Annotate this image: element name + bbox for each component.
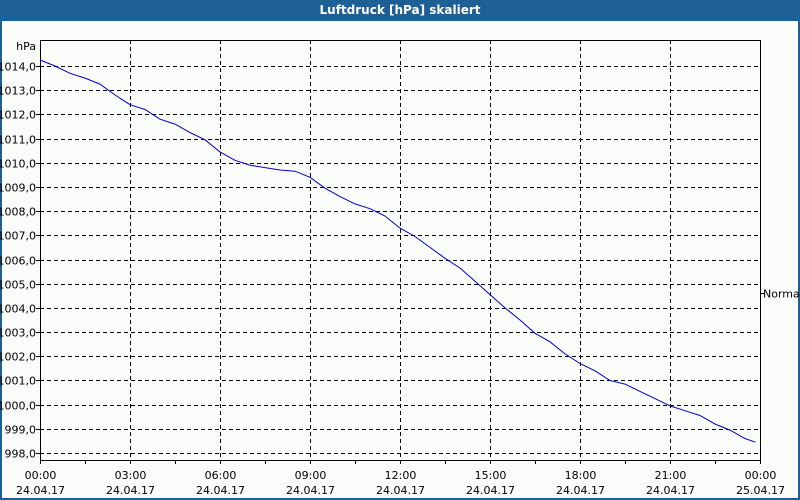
- x-tick-time: 06:00: [205, 469, 237, 482]
- y-axis-labels: 998,0 999,0 1000,0 1001,0 1002,0 1003,0 1004,0…: [0, 61, 36, 461]
- x-tick-time: 15:00: [475, 469, 507, 482]
- x-tick-date: 24.04.17: [376, 484, 425, 497]
- axes: [36, 40, 761, 464]
- y-unit-label: hPa: [16, 40, 36, 53]
- chart-title: Luftdruck [hPa] skaliert: [0, 0, 800, 21]
- y-tick-label: 1008,0: [0, 206, 36, 219]
- y-tick-label: 1006,0: [0, 255, 36, 268]
- x-tick-date: 24.04.17: [196, 484, 245, 497]
- x-tick-date: 24.04.17: [556, 484, 605, 497]
- x-axis-labels: 00:00 24.04.17 03:00 24.04.17 06:00 24.04.17 0…: [16, 469, 785, 497]
- y-tick-label: 1007,0: [0, 230, 36, 243]
- x-tick-date: 24.04.17: [466, 484, 515, 497]
- x-tick-time: 00:00: [745, 469, 777, 482]
- x-tick-time: 18:00: [565, 469, 597, 482]
- x-tick-time: 21:00: [655, 469, 687, 482]
- x-tick-date: 24.04.17: [106, 484, 155, 497]
- x-tick-date: 24.04.17: [286, 484, 335, 497]
- y-tick-label: 1002,0: [0, 351, 36, 364]
- y-tick-label: 1014,0: [0, 61, 36, 74]
- y-tick-label: 1003,0: [0, 327, 36, 340]
- x-tick-time: 03:00: [115, 469, 147, 482]
- x-tick-date: 24.04.17: [646, 484, 695, 497]
- x-tick-time: 12:00: [385, 469, 417, 482]
- y-tick-label: 999,0: [5, 424, 37, 437]
- y-tick-label: 1011,0: [0, 134, 36, 147]
- pressure-line: [39, 59, 756, 443]
- y-tick-label: 1004,0: [0, 303, 36, 316]
- y-tick-label: 1010,0: [0, 158, 36, 171]
- x-tick-date: 25.04.17: [736, 484, 785, 497]
- y-tick-label: 1009,0: [0, 182, 36, 195]
- y-tick-label: 1013,0: [0, 85, 36, 98]
- y-tick-label: 1005,0: [0, 279, 36, 292]
- x-tick-time: 00:00: [25, 469, 57, 482]
- x-tick-time: 09:00: [295, 469, 327, 482]
- y-tick-label: 998,0: [5, 448, 37, 461]
- grid-lines: [40, 40, 760, 460]
- normal-marker-label: Normal: [763, 288, 800, 301]
- y-tick-label: 1012,0: [0, 109, 36, 122]
- x-tick-date: 24.04.17: [16, 484, 65, 497]
- y-tick-label: 1000,0: [0, 400, 36, 413]
- y-tick-label: 1001,0: [0, 375, 36, 388]
